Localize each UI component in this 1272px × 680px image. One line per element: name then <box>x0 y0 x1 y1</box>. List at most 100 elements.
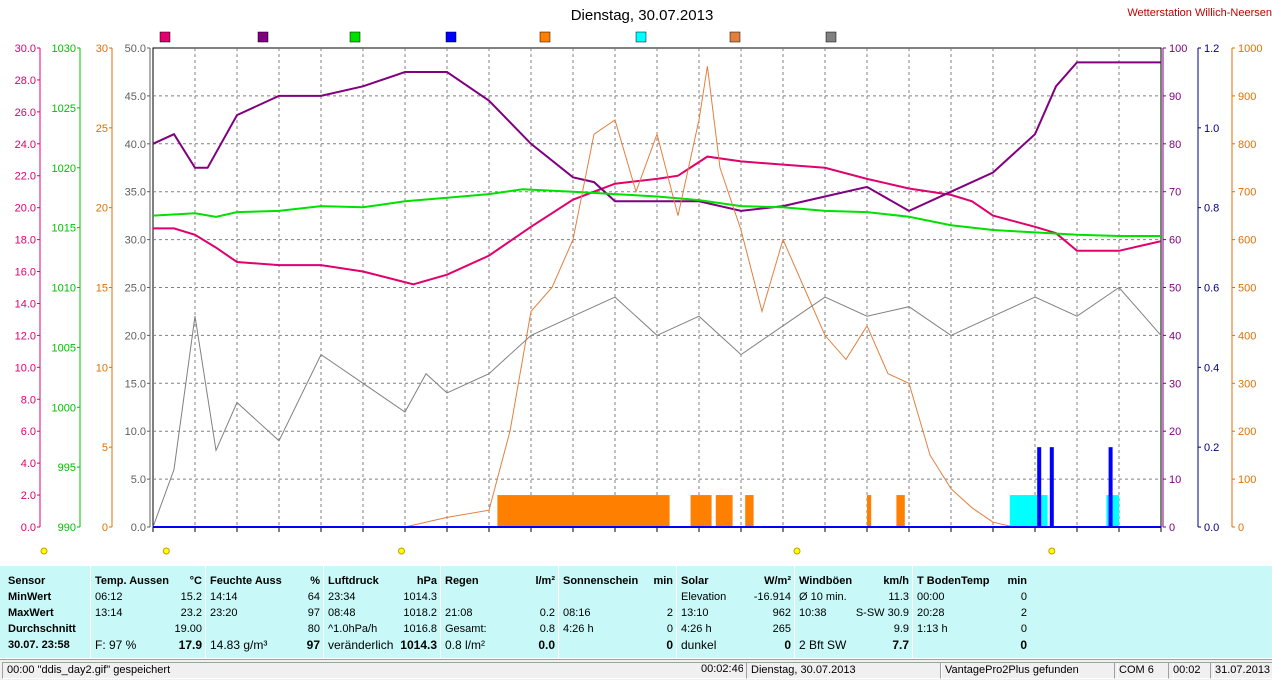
series-bar-6 <box>715 495 733 527</box>
stats-boden-label: 00:00 <box>917 591 945 603</box>
series-bar-6 <box>497 495 594 527</box>
right-axis-tick-label: 30 <box>1169 378 1181 390</box>
line-layer <box>152 61 1162 528</box>
left-axis-tick-label: 45.0 <box>125 91 146 103</box>
stats-solar-label: 13:10 <box>681 607 709 619</box>
status-bar: 00:00 "ddis_day2.gif" gespeichert 00:02:… <box>0 659 1272 680</box>
left-axis-tick-label: 20.0 <box>125 330 146 342</box>
right-axis-tick-label: 500 <box>1238 283 1256 295</box>
series-bar-7 <box>1106 495 1119 527</box>
stats-wind-value: 7.7 <box>892 638 909 652</box>
right-axis-tick-label: 800 <box>1238 139 1256 151</box>
right-axis-tick-label: 900 <box>1238 91 1256 103</box>
stats-regen-unit: l/m² <box>535 575 555 587</box>
left-axis-tick-label: 5 <box>102 442 108 454</box>
series-bar-6 <box>896 495 905 527</box>
legend-swatch-1 <box>257 31 269 43</box>
status-clock: 00:02 <box>1168 662 1214 679</box>
right-axis-tick-label: 10 <box>1169 474 1181 486</box>
stats-temp-title: Temp. Aussen <box>95 575 169 587</box>
stats-feuchte-title: Feuchte Auss <box>210 575 282 587</box>
series-bar-6 <box>690 495 712 527</box>
right-axis-tick-label: 50 <box>1169 283 1181 295</box>
series-bar-6 <box>745 495 754 527</box>
left-axis-tick-label: 2.0 <box>21 490 36 502</box>
left-axis-tick-label: 1005 <box>52 342 76 354</box>
stats-feuchte-value: 64 <box>307 591 320 603</box>
left-axis-tick-label: 10 <box>96 362 108 374</box>
stats-boden-label: 1:13 h <box>917 623 948 635</box>
stats-wind-label: 2 Bft SW <box>799 638 847 652</box>
right-axis-tick-label: 70 <box>1169 187 1181 199</box>
right-axis-tick-label: 0.6 <box>1204 283 1219 295</box>
series-line-4 <box>152 286 1162 528</box>
left-axis-tick-label: 20 <box>96 203 108 215</box>
bar-layer <box>497 495 1119 527</box>
stats-solar-unit: W/m² <box>764 575 791 587</box>
legend-swatch-3 <box>445 31 457 43</box>
stats-boden-label: 20:28 <box>917 607 945 619</box>
stats-col-regen: Regen l/m² 21:08 0.2 Gesamt: 0.8 0.8 l/m² 0.0 <box>440 566 559 658</box>
right-axis-tick-label: 1000 <box>1238 43 1262 55</box>
stats-solar-value: 0 <box>784 638 791 652</box>
stats-regen-label: Gesamt: <box>445 623 487 635</box>
right-axis-tick-label: 100 <box>1169 43 1187 55</box>
stats-solar-title: Solar <box>681 575 709 587</box>
right-axis-tick-label: 0 <box>1169 522 1175 534</box>
left-axis-tick-label: 5.0 <box>131 474 146 486</box>
stats-luftdruck-label: 23:34 <box>328 591 356 603</box>
stats-col-solar: Solar W/m² Elevation -16.914 13:10 962 4:26 h 2… <box>676 566 795 658</box>
left-axis-tick-label: 10.0 <box>15 362 36 374</box>
stats-feuchte-value: 97 <box>306 638 320 652</box>
marker-dot <box>162 547 170 555</box>
right-axis-tick-label: 700 <box>1238 187 1256 199</box>
legend-swatch-6 <box>729 31 741 43</box>
stats-sonne-label: 4:26 h <box>563 623 594 635</box>
right-axis-tick-label: 1.0 <box>1204 123 1219 135</box>
stats-luftdruck-title: Luftdruck <box>328 575 379 587</box>
stats-solar-label: 4:26 h <box>681 623 712 635</box>
stats-wind-value: 9.9 <box>893 623 909 635</box>
status-date: Dienstag, 30.07.2013 <box>746 662 942 679</box>
stats-luftdruck-label: ^1.0hPa/h <box>328 623 378 635</box>
left-axis-tick-label: 35.0 <box>125 187 146 199</box>
left-axis-tick-label: 1010 <box>52 283 76 295</box>
right-axis-tick-label: 0.0 <box>1204 522 1219 534</box>
stats-luftdruck-value: 1018.2 <box>403 607 437 619</box>
stats-regen-label: 0.8 l/m² <box>445 638 486 652</box>
left-axis-tick-label: 30.0 <box>15 43 36 55</box>
left-axis-tick-label: 6.0 <box>21 426 36 438</box>
legend-swatch-2 <box>349 31 361 43</box>
left-axis-tick-label: 15.0 <box>125 378 146 390</box>
left-axis-tick-label: 14.0 <box>15 298 36 310</box>
stats-avg-label: Durchschnitt <box>8 623 76 635</box>
legend-swatch-7 <box>825 31 837 43</box>
stats-boden-unit: min <box>1007 575 1027 587</box>
left-axis-tick-label: 995 <box>58 462 76 474</box>
stats-sonne-value: 0 <box>666 638 673 652</box>
series-bar-7 <box>1009 495 1048 527</box>
stats-sensor-title: Sensor <box>8 575 46 587</box>
legend-swatch-4 <box>539 31 551 43</box>
stats-wind-value: S-SW 30.9 <box>855 607 909 619</box>
stats-temp-label: F: 97 % <box>95 638 137 652</box>
rain-bar <box>1049 447 1054 527</box>
right-axis-tick-label: 200 <box>1238 426 1256 438</box>
stats-luftdruck-value: 1016.8 <box>403 623 437 635</box>
series-bar-6 <box>594 495 615 527</box>
stats-regen-value: 0.8 <box>539 623 555 635</box>
left-axis-tick-label: 18.0 <box>15 235 36 247</box>
left-axis-tick-label: 22.0 <box>15 171 36 183</box>
stats-col-feuchte: Feuchte Auss% 14:14 64 23:20 97 80 14.83 g/m³ 9… <box>205 566 324 658</box>
stats-now-label: 30.07. 23:58 <box>8 639 70 651</box>
stats-sonne-unit: min <box>653 575 673 587</box>
right-axis-tick-label: 1.2 <box>1204 43 1219 55</box>
weather-chart: 0.0 2.0 4.0 6.0 8.0 10.0 12.0 14.0 16.0 18.0 20.0 2… <box>15 7 1272 555</box>
status-file: 00:00 "ddis_day2.gif" gespeichert <box>2 662 747 679</box>
right-axis-tick-label: 90 <box>1169 91 1181 103</box>
stats-temp-value: 17.9 <box>178 638 202 652</box>
stats-panel: Sensor MinWert MaxWert Durchschnitt 30.0… <box>0 566 1272 658</box>
left-axis-tick-label: 0.0 <box>21 522 36 534</box>
stats-regen-value: 0.2 <box>539 607 555 619</box>
stats-wind-title: Windböen <box>799 575 853 587</box>
